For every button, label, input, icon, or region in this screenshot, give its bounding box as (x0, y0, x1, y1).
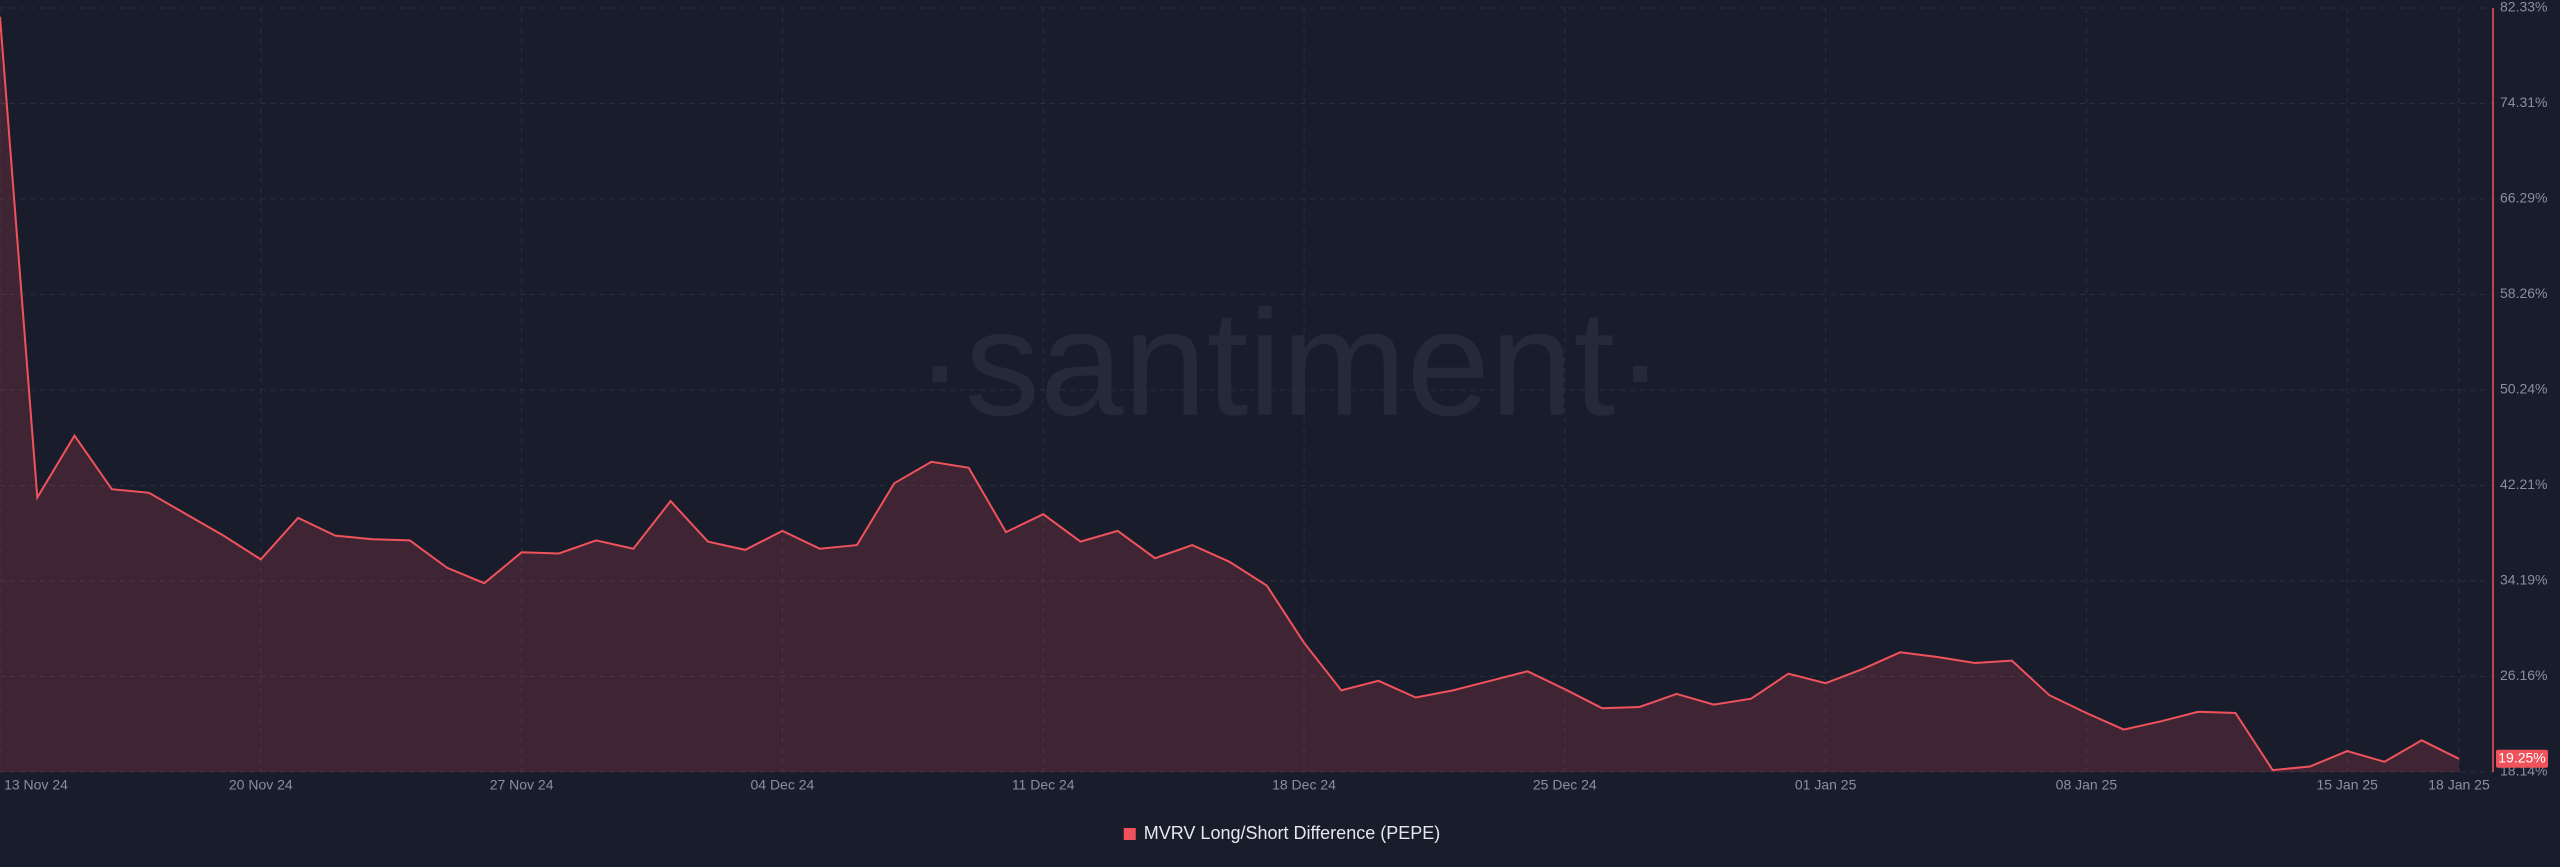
current-value-label: 19.25% (2498, 749, 2545, 765)
y-tick-label: 34.19% (2500, 572, 2547, 588)
x-tick-label: 20 Nov 24 (229, 777, 293, 793)
legend-label: MVRV Long/Short Difference (PEPE) (1144, 823, 1440, 843)
x-tick-label: 01 Jan 25 (1795, 777, 1857, 793)
legend-item: MVRV Long/Short Difference (PEPE) (1123, 823, 1440, 843)
y-tick-label: 82.33% (2500, 0, 2547, 15)
x-tick-label: 13 Nov 24 (4, 777, 68, 793)
line (0, 16, 2460, 772)
x-tick-label: 18 Dec 24 (1272, 777, 1336, 793)
area (0, 16, 2459, 772)
y-tick-label: 66.29% (2500, 190, 2547, 206)
y-tick-label: 74.31% (2500, 94, 2547, 110)
y-tick-label: 50.24% (2500, 381, 2547, 397)
x-tick-label: 18 Jan 25 (2428, 777, 2490, 793)
x-tick-label: 25 Dec 24 (1533, 777, 1597, 793)
x-tick-label: 27 Nov 24 (490, 777, 554, 793)
y-tick-label: 42.21% (2500, 476, 2547, 492)
x-tick-label: 04 Dec 24 (750, 777, 814, 793)
x-tick-label: 11 Dec 24 (1012, 777, 1075, 793)
legend-swatch (1123, 828, 1136, 840)
x-tick-label: 08 Jan 25 (2056, 777, 2118, 793)
y-tick-label: 26.16% (2500, 667, 2547, 683)
y-tick-label: 58.26% (2500, 285, 2547, 301)
watermark: ·santiment· (915, 279, 1665, 447)
x-tick-label: 15 Jan 25 (2316, 777, 2378, 793)
current-value-badge (2496, 749, 2548, 768)
